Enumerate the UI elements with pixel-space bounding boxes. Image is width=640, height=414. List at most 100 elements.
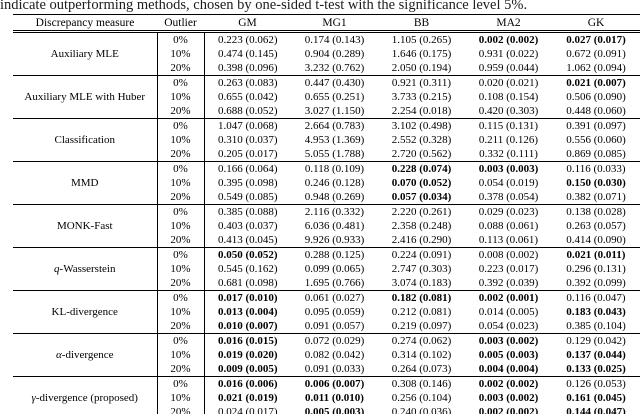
value-cell: 0.016 (0.006) <box>204 376 291 391</box>
value-cell: 2.358 (0.248) <box>391 220 452 232</box>
table-row: Auxiliary MLE with Huber 0% 0.263 (0.083) 0… <box>13 75 640 119</box>
table-row: 20% 0.398 (0.096) 3.232 (0.762) 2.050 (0.19… <box>13 61 640 76</box>
value-cell: 0.382 (0.071) <box>566 191 626 203</box>
table-row: MMD 0% 0.166 (0.064) 0.118 (0.109) 0.228 (0.… <box>13 161 640 205</box>
measure-cell: γ-divergence (proposed) <box>13 376 158 414</box>
value-cell: 0.256 (0.104) <box>391 392 452 404</box>
value-cell: 0.138 (0.028) <box>552 204 640 219</box>
results-table: Discrepancy measure Outlier GM MG1 BB MA… <box>13 14 640 414</box>
value-cell: 0.447 (0.430) <box>291 75 378 90</box>
outlier-cell: 10% <box>157 219 205 233</box>
value-cell: 0.314 (0.102) <box>391 349 452 361</box>
value-cell: 0.474 (0.145) <box>217 48 278 60</box>
outlier-cell: 20% <box>157 190 205 205</box>
value-cell: 0.223 (0.062) <box>217 34 278 46</box>
value-cell: 0.126 (0.053) <box>552 376 640 391</box>
measure-cell: q-Wasserstein <box>13 247 158 291</box>
value-cell: 0.264 (0.073) <box>391 363 452 375</box>
value-cell: 0.002 (0.002) <box>465 376 552 391</box>
column-header-bb: BB <box>378 14 465 33</box>
outlier-cell: 10% <box>157 348 205 362</box>
value-cell: 0.308 (0.146) <box>378 376 465 391</box>
value-cell: 2.220 (0.261) <box>378 204 465 219</box>
value-cell: 0.115 (0.131) <box>465 118 552 133</box>
measure-cell: Classification <box>13 118 158 162</box>
value-cell: 0.116 (0.033) <box>552 161 640 176</box>
value-cell: 0.070 (0.052) <box>391 177 452 189</box>
table-row: γ-divergence (proposed) 0% 0.016 (0.006) 0.… <box>13 376 640 414</box>
table-header: Discrepancy measure Outlier GM MG1 BB MA… <box>13 14 640 33</box>
table-row: 10% 0.403 (0.037) 6.036 (0.481) 2.358 (0.24… <box>13 219 640 233</box>
column-header-gm: GM <box>204 14 291 33</box>
value-cell: 0.263 (0.057) <box>566 220 626 232</box>
table-row: q-Wasserstein 0% 0.050 (0.052) 0.288 (0.125… <box>13 247 640 291</box>
value-cell: 2.416 (0.290) <box>391 234 452 246</box>
value-cell: 0.240 (0.036) <box>391 406 452 414</box>
value-cell: 0.556 (0.060) <box>566 134 626 146</box>
value-cell: 0.027 (0.017) <box>566 34 626 46</box>
column-header-ma2: MA2 <box>465 14 552 33</box>
value-cell: 0.016 (0.015) <box>204 333 291 348</box>
value-cell: 6.036 (0.481) <box>304 220 365 232</box>
measure-cell: α-divergence <box>13 333 158 377</box>
value-cell: 0.174 (0.143) <box>304 34 365 46</box>
table-row: 10% 0.021 (0.019) 0.011 (0.010) 0.256 (0.10… <box>13 391 640 405</box>
outlier-cell: 0% <box>157 31 205 47</box>
outlier-cell: 10% <box>157 133 205 147</box>
value-cell: 0.054 (0.023) <box>478 320 539 332</box>
value-cell: 0.869 (0.085) <box>566 148 626 160</box>
value-cell: 0.013 (0.004) <box>217 306 278 318</box>
value-cell: 0.118 (0.109) <box>291 161 378 176</box>
value-cell: 0.403 (0.037) <box>217 220 278 232</box>
value-cell: 0.029 (0.023) <box>465 204 552 219</box>
value-cell: 0.219 (0.097) <box>391 320 452 332</box>
column-header-gk: GK <box>552 14 640 33</box>
value-cell: 0.161 (0.045) <box>566 392 626 404</box>
value-cell: 0.050 (0.052) <box>204 247 291 262</box>
value-cell: 0.182 (0.081) <box>378 290 465 305</box>
measure-cell: KL-divergence <box>13 290 158 334</box>
value-cell: 0.002 (0.002) <box>478 406 539 414</box>
value-cell: 0.183 (0.043) <box>566 306 626 318</box>
value-cell: 1.047 (0.068) <box>204 118 291 133</box>
value-cell: 3.733 (0.215) <box>391 91 452 103</box>
value-cell: 2.720 (0.562) <box>391 148 452 160</box>
table-row: MONK-Fast 0% 0.385 (0.088) 2.116 (0.332) 2.2… <box>13 204 640 248</box>
value-cell: 0.005 (0.003) <box>304 406 365 414</box>
value-cell: 2.116 (0.332) <box>291 204 378 219</box>
table-row: 20% 0.549 (0.085) 0.948 (0.269) 0.057 (0.03… <box>13 190 640 205</box>
value-cell: 0.091 (0.057) <box>304 320 365 332</box>
value-cell: 0.448 (0.060) <box>566 105 626 117</box>
value-cell: 0.024 (0.017) <box>217 406 278 414</box>
value-cell: 0.921 (0.311) <box>378 75 465 90</box>
value-cell: 0.931 (0.022) <box>478 48 539 60</box>
value-cell: 0.133 (0.025) <box>566 363 626 375</box>
measure-cell: Auxiliary MLE with Huber <box>13 75 158 119</box>
value-cell: 0.129 (0.042) <box>552 333 640 348</box>
value-cell: 3.232 (0.762) <box>304 62 365 74</box>
table-row: 20% 0.009 (0.005) 0.091 (0.033) 0.264 (0.07… <box>13 362 640 377</box>
table-row: 20% 0.688 (0.052) 3.027 (1.150) 2.254 (0.01… <box>13 104 640 119</box>
value-cell: 2.050 (0.194) <box>391 62 452 74</box>
value-cell: 5.055 (1.788) <box>304 148 365 160</box>
table-row: KL-divergence 0% 0.017 (0.010) 0.061 (0.027… <box>13 290 640 334</box>
value-cell: 0.020 (0.021) <box>465 75 552 90</box>
value-cell: 0.310 (0.037) <box>217 134 278 146</box>
outlier-cell: 10% <box>157 391 205 405</box>
value-cell: 0.019 (0.020) <box>217 349 278 361</box>
outlier-cell: 20% <box>157 61 205 76</box>
value-cell: 0.246 (0.128) <box>304 177 365 189</box>
value-cell: 1.646 (0.175) <box>391 48 452 60</box>
value-cell: 0.099 (0.065) <box>304 263 365 275</box>
outlier-cell: 0% <box>157 333 205 348</box>
value-cell: 0.150 (0.030) <box>566 177 626 189</box>
outlier-cell: 0% <box>157 290 205 305</box>
value-cell: 0.061 (0.027) <box>291 290 378 305</box>
outlier-cell: 10% <box>157 47 205 61</box>
value-cell: 0.414 (0.090) <box>566 234 626 246</box>
value-cell: 0.014 (0.005) <box>478 306 539 318</box>
measure-cell: Auxiliary MLE <box>13 31 158 76</box>
value-cell: 0.021 (0.007) <box>552 75 640 90</box>
measure-cell: MMD <box>13 161 158 205</box>
